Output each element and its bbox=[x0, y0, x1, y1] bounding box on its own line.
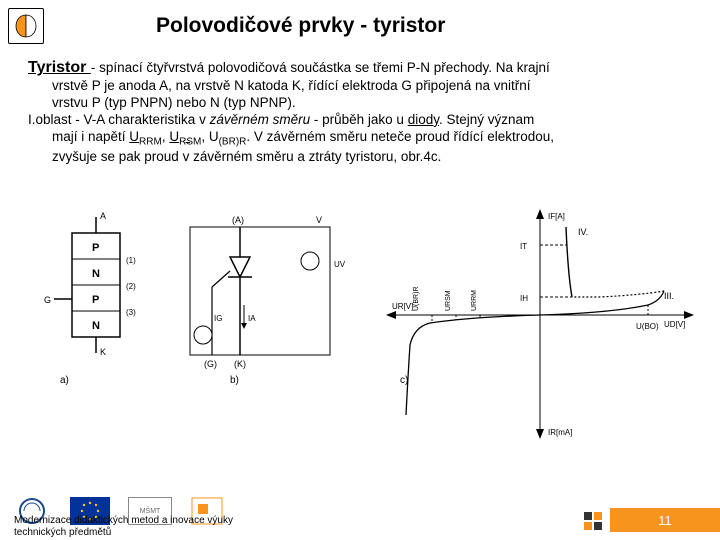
svg-text:V: V bbox=[316, 215, 322, 225]
u3: U(BR)R bbox=[209, 129, 247, 144]
svg-text:G: G bbox=[44, 295, 51, 305]
line5b: . V závěrném směru neteče proud řídící e… bbox=[246, 129, 554, 144]
diagrams-area: P N P N A K G (1) (2) (3) a) (A) V (G) (… bbox=[0, 205, 720, 455]
svg-text:IF[A]: IF[A] bbox=[548, 212, 565, 221]
body-text: Tyristor - spínací čtyřvrstvá polovodičo… bbox=[0, 44, 720, 166]
svg-text:IH: IH bbox=[520, 294, 528, 303]
svg-text:IR[mA]: IR[mA] bbox=[548, 428, 572, 437]
svg-text:IG: IG bbox=[214, 314, 222, 323]
line4a: I.oblast - V-A charakteristika v bbox=[28, 112, 210, 127]
svg-text:III.: III. bbox=[664, 291, 674, 301]
svg-text:UR[V]: UR[V] bbox=[392, 302, 413, 311]
svg-text:IA: IA bbox=[248, 314, 256, 323]
svg-text:b): b) bbox=[230, 375, 239, 386]
footer-text: Modernizace didaktických metod a inovace… bbox=[14, 515, 233, 538]
svg-text:URSM: URSM bbox=[445, 290, 452, 311]
diagram-c: IF[A] IR[mA] UR[V] UD[V] IT IH IV. III. … bbox=[386, 209, 694, 439]
svg-text:U(BO): U(BO) bbox=[636, 322, 659, 331]
page-title: Polovodičové prvky - tyristor bbox=[156, 14, 445, 38]
term: Tyristor bbox=[28, 59, 91, 76]
u1: URRM bbox=[129, 129, 162, 144]
svg-text:(K): (K) bbox=[234, 359, 246, 369]
svg-text:U(BR)R: U(BR)R bbox=[413, 287, 420, 312]
svg-text:(A): (A) bbox=[232, 215, 244, 225]
svg-text:UV: UV bbox=[334, 260, 346, 269]
svg-text:P: P bbox=[92, 294, 99, 306]
svg-text:(2): (2) bbox=[126, 282, 136, 291]
svg-text:K: K bbox=[100, 347, 106, 357]
header: Polovodičové prvky - tyristor bbox=[0, 0, 720, 44]
corner-mark-icon bbox=[584, 512, 602, 530]
svg-text:c): c) bbox=[400, 375, 408, 386]
line6: zvyšuje se pak proud v závěrném směru a … bbox=[52, 149, 441, 164]
svg-text:(1): (1) bbox=[126, 256, 136, 265]
page-number: 11 bbox=[610, 508, 720, 532]
line3: vrstvu P (typ PNPN) nebo N (typ NPNP). bbox=[52, 95, 296, 110]
svg-text:A: A bbox=[100, 211, 106, 221]
svg-text:UD[V]: UD[V] bbox=[664, 320, 685, 329]
line4c: - průběh jako u bbox=[310, 112, 408, 127]
diody-link: diody bbox=[408, 112, 439, 127]
line2: vrstvě P je anoda A, na vrstvě N katoda … bbox=[52, 78, 531, 93]
svg-text:N: N bbox=[92, 268, 100, 280]
svg-text:IT: IT bbox=[520, 242, 527, 251]
footer: MŠMT Modernizace didaktických metod a in… bbox=[0, 482, 720, 540]
diagram-b: (A) V (G) (K) UV IG IA b) bbox=[190, 215, 346, 386]
line5a: mají i napětí bbox=[52, 129, 129, 144]
svg-text:a): a) bbox=[60, 375, 69, 386]
svg-text:IV.: IV. bbox=[578, 227, 588, 237]
diagram-a: P N P N A K G (1) (2) (3) a) bbox=[44, 211, 136, 386]
svg-text:P: P bbox=[92, 242, 99, 254]
svg-text:URRM: URRM bbox=[471, 290, 478, 311]
corner-logo bbox=[8, 8, 44, 44]
def-lead: - spínací čtyřvrstvá polovodičová součás… bbox=[91, 60, 550, 75]
line4e: . Stejný význam bbox=[439, 112, 534, 127]
line4b: závěrném směru bbox=[210, 112, 311, 127]
svg-text:(3): (3) bbox=[126, 308, 136, 317]
svg-text:(G): (G) bbox=[204, 359, 217, 369]
u2: URSM bbox=[169, 129, 201, 144]
svg-text:N: N bbox=[92, 320, 100, 332]
